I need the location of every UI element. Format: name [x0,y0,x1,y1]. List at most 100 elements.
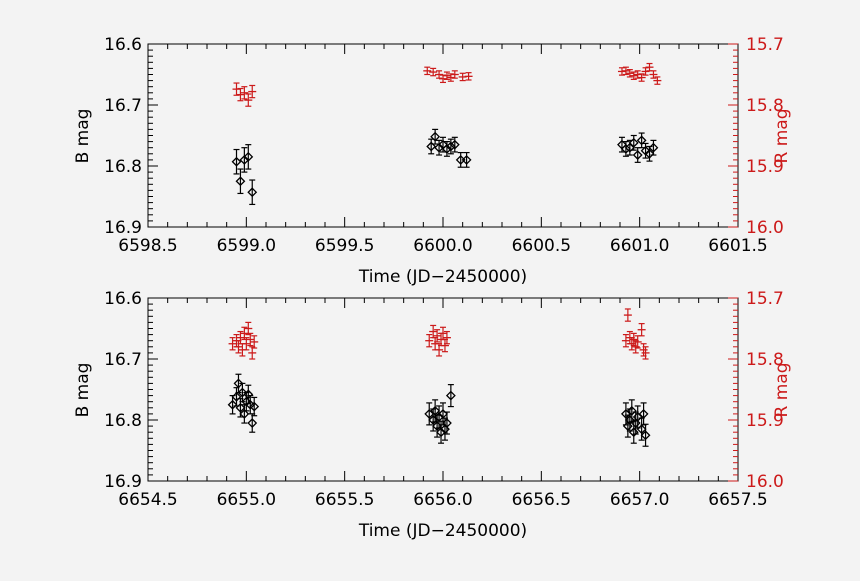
b-mag-point [231,148,242,175]
b-mag-point [424,402,435,426]
y-tick-label-left: 16.8 [104,411,142,431]
diamond-marker [235,402,246,413]
y-tick-label-right: 15.8 [746,96,784,116]
y-tick-label-left: 16.9 [104,218,142,238]
y-tick-label-right: 15.8 [746,350,784,370]
y-tick-label-right: 15.9 [746,411,784,431]
y-tick-label-right: 16.0 [746,472,784,492]
diamond-marker [442,418,452,428]
diamond-marker [249,401,260,412]
diamond-marker [628,427,639,438]
r-mag-point [653,76,662,85]
y-tick-label-left: 16.7 [104,350,142,370]
diamond-marker [233,378,244,389]
diamond-marker [622,421,633,432]
diamond-marker [428,415,439,425]
y-tick-label-left: 16.6 [104,289,142,309]
diamond-marker [436,427,446,438]
x-tick-label: 6657.0 [610,490,669,510]
x-tick-label: 6599.0 [217,236,276,256]
b-mag-point [636,132,647,149]
x-tick-label: 6598.5 [118,236,177,256]
b-mag-point [648,139,659,156]
diamond-marker [449,139,460,150]
diamond-marker [624,415,635,425]
diamond-marker [628,137,639,148]
diamond-marker [638,408,649,419]
y-tick-label-right: 15.9 [746,157,784,177]
b-mag-point [249,396,260,417]
b-mag-point [640,423,651,447]
x-tick-label: 6655.5 [315,490,374,510]
r-mag-point [425,334,434,348]
diamond-marker [430,131,441,142]
top-panel-xlabel: Time (JD−2450000) [358,267,527,287]
diamond-marker [630,418,641,428]
r-mag-point [637,73,646,82]
r-mag-point [464,72,473,81]
diamond-marker [626,405,637,416]
bottom-panel-xlabel: Time (JD−2450000) [358,521,527,541]
x-tick-label: 6600.5 [512,236,571,256]
diamond-marker [445,141,456,152]
b-mag-point [237,382,248,403]
r-mag-point [637,323,646,337]
r-mag-point [442,330,451,345]
y-tick-label-right: 15.7 [746,35,784,55]
b-mag-point [640,142,651,159]
diamond-marker [636,424,647,435]
diamond-marker [442,144,452,154]
y-tick-label-left: 16.8 [104,157,142,177]
bottom-panel-ticks [147,297,739,482]
diamond-marker [432,421,443,432]
b-mag-point [243,144,254,170]
bottom-panel-tick-labels: 6654.5 6655.0 6655.5 6656.0 6656.5 6657.0 6657… [104,289,784,510]
b-mag-point [430,399,441,423]
bottom-panel-ylabel-left: B mag [73,363,93,418]
x-tick-label: 6656.5 [512,490,571,510]
top-panel-ticks [147,43,739,228]
diamond-marker [640,430,651,441]
b-mag-point [628,134,639,151]
y-tick-label-right: 16.0 [746,218,784,238]
r-mag-point [246,332,255,347]
bottom-panel: 6654.5 6655.0 6655.5 6656.0 6656.5 6657.0 6657… [73,289,792,541]
r-mag-point [250,335,259,349]
diamond-marker [434,142,444,153]
b-mag-point [227,395,238,415]
r-mag-point [641,346,650,360]
r-mag-point [649,70,658,79]
bottom-panel-marks [227,308,651,447]
r-mag-point [450,70,459,79]
r-mag-point [244,321,253,336]
r-mag-point [240,86,249,100]
diamond-marker [620,144,631,154]
r-mag-point [621,66,630,76]
diamond-marker [247,418,258,428]
x-tick-label: 6656.0 [413,490,472,510]
diamond-marker [227,399,238,410]
y-tick-label-left: 16.6 [104,35,142,55]
b-mag-point [620,141,631,157]
top-panel-ylabel-left: B mag [73,109,93,164]
diamond-marker [239,408,250,419]
b-mag-point [426,138,437,155]
top-panel: 6598.5 6599.0 6599.5 6600.0 6600.5 6601.0 6601… [73,35,792,287]
top-panel-ylabel-right: R mag [772,109,792,164]
b-mag-point [445,138,456,155]
x-tick-label: 6655.0 [217,490,276,510]
y-tick-label-right: 15.7 [746,289,784,309]
diamond-marker [644,148,655,159]
b-mag-point [638,402,649,426]
y-tick-label-left: 16.9 [104,472,142,492]
b-mag-point [247,179,258,206]
diamond-marker [424,408,435,419]
top-panel-tick-labels: 6598.5 6599.0 6599.5 6600.0 6600.5 6601.0 6601… [104,35,784,256]
r-mag-point [248,84,257,99]
r-mag-point [621,334,630,348]
b-mag-point [445,384,456,408]
diamond-marker [239,154,250,165]
diamond-marker [632,412,643,422]
x-tick-label: 6601.5 [708,236,767,256]
